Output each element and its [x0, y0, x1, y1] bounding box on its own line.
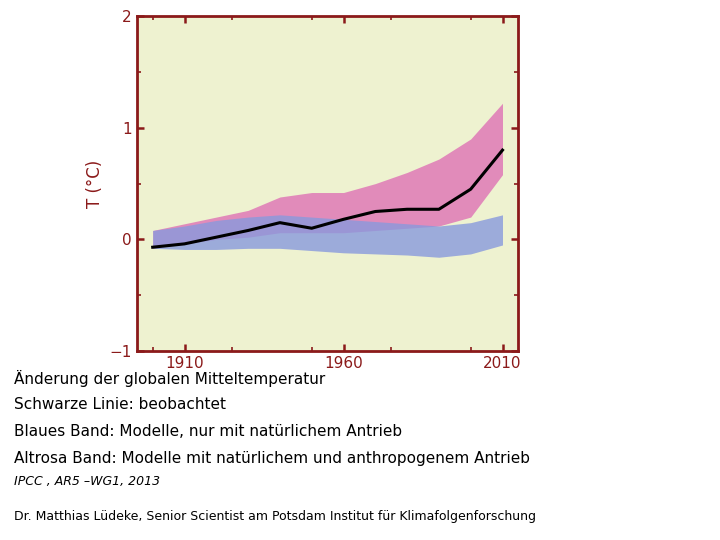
Text: Änderung der globalen Mitteltemperatur: Änderung der globalen Mitteltemperatur — [14, 370, 325, 387]
Text: IPCC , AR5 –WG1, 2013: IPCC , AR5 –WG1, 2013 — [14, 475, 161, 488]
Text: Dr. Matthias Lüdeke, Senior Scientist am Potsdam Institut für Klimafolgenforschu: Dr. Matthias Lüdeke, Senior Scientist am… — [14, 510, 536, 523]
Text: Schwarze Linie: beobachtet: Schwarze Linie: beobachtet — [14, 397, 226, 412]
Y-axis label: T (°C): T (°C) — [86, 159, 104, 208]
Text: Altrosa Band: Modelle mit natürlichem und anthropogenem Antrieb: Altrosa Band: Modelle mit natürlichem un… — [14, 451, 531, 466]
Text: Blaues Band: Modelle, nur mit natürlichem Antrieb: Blaues Band: Modelle, nur mit natürliche… — [14, 424, 402, 439]
